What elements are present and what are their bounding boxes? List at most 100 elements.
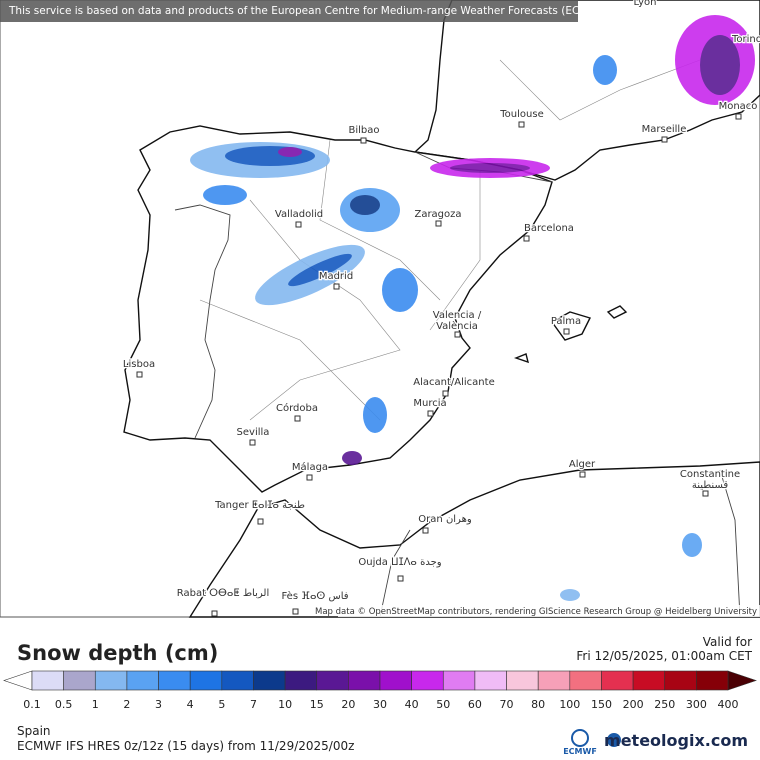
colorbar-label: 3 [155,698,162,711]
colorbar-box [158,670,191,691]
colorbar-label: 10 [278,698,292,711]
colorbar-box [632,670,666,691]
colorbar-label: 20 [341,698,355,711]
colorbar-box [411,670,444,691]
map: Lyon Torino Bilbao Toulouse Marseille Mo… [0,0,760,618]
notice-banner [0,0,578,22]
colorbar-label: 100 [559,698,580,711]
colorbar-label: 7 [250,698,257,711]
valid-time: Fri 12/05/2025, 01:00am CET [576,649,752,663]
colorbar-label: 2 [123,698,130,711]
colorbar-box [442,670,476,691]
island [513,353,529,364]
colorbar-label: 80 [531,698,545,711]
colorbar-label: 0.1 [23,698,41,711]
colorbar-label: 40 [405,698,419,711]
colorbar-label: 5 [218,698,225,711]
notice-text: This service is based on data and produc… [8,5,609,17]
snow-field [190,15,755,601]
island [606,305,628,319]
colorbar-box [348,670,381,691]
colorbar-box [316,670,349,691]
meteologix-logo-icon [607,733,621,747]
colorbar-label: 200 [623,698,644,711]
colorbar-label: 400 [718,698,739,711]
city-label: Marseille [642,124,687,135]
island [550,311,591,341]
colorbar-over [727,670,757,691]
valid-label: Valid for [703,635,752,649]
colorbar-under [3,670,33,691]
colorbar-label: 1 [92,698,99,711]
border [379,529,411,618]
city-label: Murcia [413,398,446,409]
admin-line [199,59,701,421]
colorbar-label: 30 [373,698,387,711]
colorbar-box [221,670,254,691]
city-label: Valladolid [275,209,323,220]
colorbar-box [94,670,128,691]
land [123,125,553,493]
colorbar-box [474,670,507,691]
colorbar-label: 250 [654,698,675,711]
colorbar-box [253,670,286,691]
legend-title: Snow depth (cm) [17,641,218,665]
model-info: ECMWF IFS HRES 0z/12z (15 days) from 11/… [17,739,354,753]
border [174,204,231,439]
city-label: Constantine [680,469,740,480]
ecmwf-logo-icon [571,729,589,747]
city-label: Zaragoza [414,209,461,220]
region: Spain [17,724,51,738]
city-label: Sevilla [237,427,270,438]
city-label: Alger [569,459,596,470]
city-label: Torino [731,34,760,45]
city-label: Oran وهران [418,514,472,525]
colorbar-box [189,670,223,691]
colorbar-label: 0.5 [55,698,73,711]
city-label: Fès ⴼⴰⵙ فاس [281,590,348,602]
land [413,0,760,181]
attribution: Map data © OpenStreetMap contributors, r… [315,607,757,617]
city-label: Málaga [292,461,328,473]
city-label: Lisboa [123,359,155,370]
ecmwf-logo: ECMWF [563,747,597,756]
colorbar-box [284,670,318,691]
colorbar-box [601,670,634,691]
colorbar-label: 15 [310,698,324,711]
city-label: Córdoba [276,402,318,414]
city-label: Barcelona [524,223,574,234]
colorbar-box [506,670,539,691]
colorbar-box [664,670,697,691]
city-label: Bilbao [348,125,379,136]
colorbar-label: 300 [686,698,707,711]
city-labels: Lyon Torino Bilbao Toulouse Marseille Mo… [122,0,760,617]
colorbar-label: 50 [436,698,450,711]
colorbar-box [379,670,412,691]
colorbar-label: 150 [591,698,612,711]
colorbar-box [31,670,64,691]
city-label: València [436,320,478,332]
colorbar-label: 4 [187,698,194,711]
city-label: قسنطينة [692,480,729,491]
colorbar-box [537,670,571,691]
city-markers [136,113,742,617]
colorbar-box [126,670,159,691]
city-label: Valencia / [433,310,482,321]
colorbar: 0.1 0.5 1 2 3 4 5 7 10 15 20 30 40 50 60 70 80 100 150 200 2… [3,670,757,711]
border [719,469,741,618]
city-label: Oujda ⵡⵊⴷⴰ وجدة [358,557,441,568]
colorbar-box [569,670,602,691]
city-label: Madrid [319,271,353,282]
land [188,461,760,618]
colorbar-box [63,670,96,691]
meteologix-logo: meteologix.com [604,731,748,750]
city-label: Toulouse [499,109,543,120]
colorbar-label: 70 [500,698,514,711]
city-label: Alacant/Alicante [413,377,494,388]
colorbar-label: 60 [468,698,482,711]
city-label: Tanger ⵟⴰⵏⵊⴰ طنجة [214,500,305,511]
city-label: Lyon [633,0,656,8]
colorbar-box [696,670,729,691]
city-label: Monaco [719,101,758,112]
